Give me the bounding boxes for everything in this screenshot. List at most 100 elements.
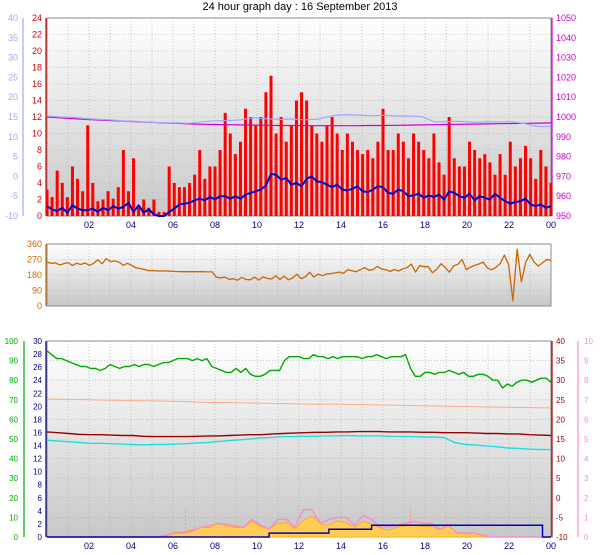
tick-label: 8 bbox=[37, 145, 42, 155]
tick-label: 2 bbox=[37, 195, 42, 205]
uv-ticks: 0 1 2 3 4 5 6 7 8 9 10 bbox=[584, 337, 593, 542]
tick-label: 950 bbox=[556, 211, 571, 221]
hour-labels: 02 04 06 08 10 12 14 16 18 20 22 00 bbox=[84, 541, 556, 551]
hour-label: 14 bbox=[336, 541, 346, 551]
tick-label: 6 bbox=[37, 162, 42, 172]
indoor-line bbox=[46, 398, 552, 409]
hour-label: 18 bbox=[420, 541, 430, 551]
tick-label: 5 bbox=[556, 474, 561, 483]
tick-label: 1 bbox=[584, 513, 589, 522]
hum-line bbox=[46, 350, 552, 389]
tick-label: 22 bbox=[32, 30, 42, 40]
tick-label: 0 bbox=[37, 301, 42, 311]
tick-label: 180 bbox=[27, 270, 42, 280]
hour-label: 04 bbox=[126, 220, 136, 230]
tick-label: 40 bbox=[556, 337, 565, 346]
tick-label: 10 bbox=[33, 468, 42, 477]
hour-label: 08 bbox=[210, 541, 220, 551]
tick-label: 20 bbox=[556, 415, 565, 424]
tick-label: 4 bbox=[37, 178, 42, 188]
tick-label: 100 bbox=[5, 337, 19, 346]
tick-label: 16 bbox=[32, 79, 42, 89]
dew-line bbox=[46, 434, 551, 451]
tick-label: 6 bbox=[584, 415, 589, 424]
tick-label: 1020 bbox=[556, 72, 576, 82]
temp-ticks: -10 -5 0 5 10 15 20 25 30 35 40 bbox=[556, 337, 568, 542]
tick-label: 5 bbox=[13, 152, 18, 162]
hour-label: 10 bbox=[252, 541, 262, 551]
avgwind-line bbox=[46, 172, 552, 217]
hour-label: 16 bbox=[378, 541, 388, 551]
tick-label: 50 bbox=[9, 435, 18, 444]
hour-label: 18 bbox=[420, 220, 430, 230]
tick-label: 1010 bbox=[556, 92, 576, 102]
tick-label: 10 bbox=[556, 455, 565, 464]
tick-label: 24 bbox=[32, 13, 42, 23]
tick-label: 35 bbox=[556, 357, 565, 366]
tick-label: 360 bbox=[27, 239, 42, 249]
tick-label: 990 bbox=[556, 132, 571, 142]
rain-line bbox=[47, 524, 551, 538]
tick-label: 9 bbox=[584, 357, 589, 366]
tick-label: 18 bbox=[32, 63, 42, 73]
tick-label: 80 bbox=[9, 376, 18, 385]
tick-label: 90 bbox=[32, 286, 42, 296]
tick-label: 7 bbox=[584, 396, 589, 405]
baro_hi-line bbox=[46, 113, 551, 128]
tick-label: 30 bbox=[8, 53, 18, 63]
tick-label: 20 bbox=[8, 92, 18, 102]
hour-label: 12 bbox=[294, 220, 304, 230]
tick-label: 0 bbox=[14, 533, 19, 542]
tick-label: 60 bbox=[9, 415, 18, 424]
tick-label: 28 bbox=[33, 350, 42, 359]
tick-label: 0 bbox=[556, 494, 561, 503]
dir-line bbox=[46, 248, 552, 302]
tick-label: 5 bbox=[584, 435, 589, 444]
hour-label: 08 bbox=[210, 220, 220, 230]
hour-label: 14 bbox=[336, 220, 346, 230]
tick-label: 2 bbox=[38, 520, 43, 529]
tick-label: 960 bbox=[556, 191, 571, 201]
tick-label: 22 bbox=[33, 389, 42, 398]
aux-ticks: -10 -5 0 5 10 15 20 25 30 35 40 bbox=[5, 13, 18, 221]
tick-label: 35 bbox=[8, 33, 18, 43]
graph-title: 24 hour graph day : 16 September 2013 bbox=[202, 1, 397, 13]
tick-label: 4 bbox=[584, 455, 589, 464]
tick-label: 30 bbox=[9, 474, 18, 483]
tick-label: 0 bbox=[584, 533, 589, 542]
tick-label: 270 bbox=[27, 255, 42, 265]
tick-label: 15 bbox=[556, 435, 565, 444]
tick-label: 2 bbox=[584, 494, 589, 503]
gust-bars bbox=[45, 75, 553, 216]
tick-label: 40 bbox=[8, 13, 18, 23]
dir-ticks: 0 90 180 270 360 bbox=[27, 239, 42, 311]
hour-label: 20 bbox=[462, 541, 472, 551]
tick-label: 25 bbox=[556, 396, 565, 405]
hour-label: 22 bbox=[504, 220, 514, 230]
hour-label: 02 bbox=[84, 220, 94, 230]
tick-label: -5 bbox=[556, 513, 564, 522]
tick-label: 980 bbox=[556, 152, 571, 162]
hum-ticks: 0 10 20 30 40 50 60 70 80 90 100 bbox=[5, 337, 19, 542]
tick-label: 90 bbox=[9, 357, 18, 366]
hour-label: 06 bbox=[168, 541, 178, 551]
tick-label: 12 bbox=[33, 455, 42, 464]
hgrid bbox=[47, 360, 551, 518]
tick-label: 25 bbox=[8, 72, 18, 82]
hour-label: 04 bbox=[126, 541, 136, 551]
tick-label: 0 bbox=[37, 211, 42, 221]
tick-label: 10 bbox=[32, 129, 42, 139]
tick-label: 15 bbox=[8, 112, 18, 122]
hour-label: 00 bbox=[546, 541, 556, 551]
tick-label: 30 bbox=[556, 376, 565, 385]
tick-label: 0 bbox=[38, 533, 43, 542]
tick-label: -10 bbox=[556, 533, 568, 542]
hour-label: 06 bbox=[168, 220, 178, 230]
tick-label: 26 bbox=[33, 363, 42, 372]
hour-label: 02 bbox=[84, 541, 94, 551]
hgrid bbox=[47, 34, 551, 200]
tick-label: 8 bbox=[584, 376, 589, 385]
tick-label: 4 bbox=[38, 507, 43, 516]
tick-label: 1040 bbox=[556, 33, 576, 43]
